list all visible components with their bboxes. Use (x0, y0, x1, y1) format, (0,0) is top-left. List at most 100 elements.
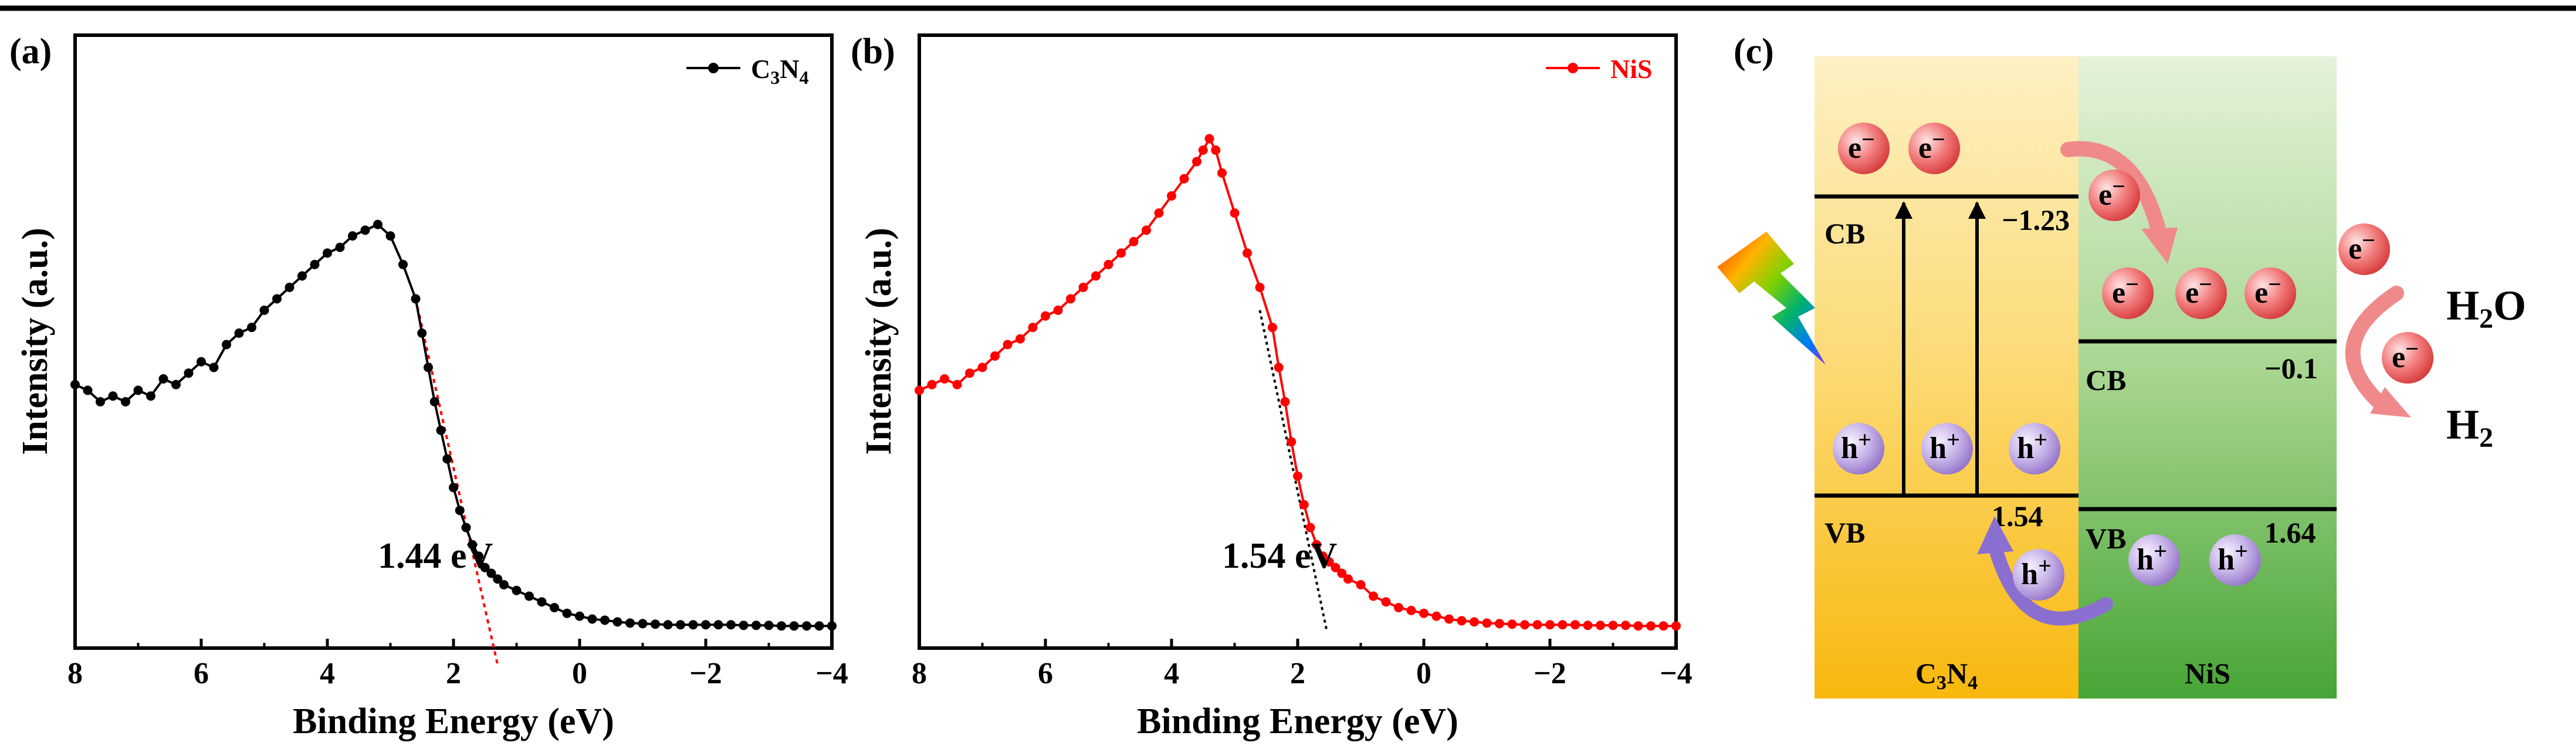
chart-a-data-point (688, 620, 698, 630)
chart-b-data-point (1419, 608, 1429, 618)
hole-ball (2009, 423, 2060, 474)
chart-b-data-point (990, 351, 1000, 361)
chart-a-data-point (360, 225, 370, 235)
chart-a-data-point (171, 379, 181, 389)
chart-a-data-point (209, 362, 219, 372)
chart-a-data-point (285, 283, 295, 292)
chart-a-data-point (493, 574, 503, 584)
electron-label: e− (2392, 335, 2419, 374)
chart-b-data-point (1129, 237, 1139, 246)
chart-a-data-point (310, 260, 320, 269)
chart-a-data-point (184, 368, 194, 378)
chart-a-data-point (625, 618, 635, 628)
nis-vb-value: 1.64 (2264, 516, 2316, 549)
electron: e− (2382, 332, 2433, 384)
chart-a-data-point (234, 328, 244, 338)
panel-label-a: (a) (9, 32, 52, 72)
chart-b-xtick-label: 8 (912, 657, 927, 690)
hole-ball (2128, 534, 2180, 586)
chart-a-data-point (739, 621, 749, 630)
chart-a-data-point (146, 391, 155, 401)
hole: h+ (2013, 549, 2064, 601)
electron-ball (2338, 223, 2390, 275)
chart-a-legend-label: C3N4 (751, 54, 808, 88)
chart-a-data-point (461, 523, 471, 533)
chart-a-data-point (197, 357, 206, 367)
h2-label: H2 (2446, 401, 2493, 453)
chart-b-data-point (1293, 471, 1302, 481)
chart-a-xtick-label: 4 (320, 657, 335, 690)
chart-b-xtick-label: −4 (1660, 657, 1692, 690)
chart-a-data-point (512, 585, 522, 595)
chart-b-data-point (1204, 134, 1214, 144)
chart-b-data-point (1167, 191, 1176, 201)
chart-b-data-point (1255, 283, 1265, 292)
electron-label: e− (2185, 271, 2212, 310)
chart-b-annotation: 1.54 eV (1222, 536, 1338, 576)
chart-b-data-point (1520, 620, 1529, 630)
chart-a-data-point (651, 619, 660, 629)
chart-b-data-point (1198, 145, 1208, 155)
chart-a-data-point (789, 621, 799, 631)
chart-b-data-point (1066, 294, 1075, 304)
hole: h+ (2128, 534, 2180, 586)
chart-a-data-point (752, 621, 761, 630)
chart-a-data-point (424, 362, 433, 372)
chart-a-data-point (827, 621, 837, 631)
chart-b-data-point (1103, 260, 1113, 269)
chart-a-data-point (480, 562, 490, 572)
electron-label: e− (1848, 126, 1875, 165)
electron: e− (2175, 267, 2227, 319)
chart-b-data-point (1608, 621, 1618, 630)
electron-transfer-arrow (2060, 141, 2167, 239)
chart-b-xtick-label: −2 (1534, 657, 1566, 690)
hole-ball (1921, 423, 1973, 474)
chart-b-data-point (940, 374, 949, 384)
chart-b-data-point (1078, 283, 1088, 292)
chart-a-data-point (436, 425, 446, 435)
chart-a-data-point (468, 540, 478, 550)
chart-a-data-point (297, 271, 307, 281)
chart-b-data-point (1545, 620, 1555, 630)
chart-b-data-point (1558, 620, 1568, 630)
chart-b-data-point (1343, 574, 1353, 584)
chart-a-data-point (442, 454, 452, 464)
chart-b-data-point (1583, 621, 1593, 630)
chart-b-ylabel: Intensity (a.u.) (859, 228, 899, 455)
chart-a-data-point (537, 597, 547, 607)
chart-b-data-point (1041, 311, 1050, 321)
electron-ball (2245, 267, 2296, 319)
chart-b-data-point (965, 368, 974, 378)
chart-b-data-point (1015, 334, 1025, 344)
chart-a-data-point (247, 323, 256, 333)
chart-a-data-point (398, 260, 408, 269)
chart-b-data-point (1116, 248, 1126, 258)
chart-a-xtick-label: 0 (572, 657, 587, 690)
chart-a-data-point (373, 219, 382, 229)
chart-a-data-point (417, 328, 427, 338)
chart-b-xtick-label: 6 (1038, 657, 1053, 690)
chart-b-data-point (1053, 306, 1063, 315)
chart-b-data-point (1369, 591, 1378, 601)
c3n4-cb-value: −1.23 (2002, 204, 2070, 236)
chart-b-data-point (1495, 619, 1504, 629)
electron-label: e− (2348, 227, 2375, 266)
chart-a-data-point (449, 483, 458, 493)
hole: h+ (2209, 534, 2261, 586)
hole-transfer-arrowhead (1977, 516, 2013, 554)
reaction-arrowhead (2370, 387, 2411, 418)
chart-b-fit-line (1258, 310, 1328, 631)
chart-b-data-point (1658, 621, 1668, 631)
chart-a-xtick-label: 8 (67, 657, 83, 690)
chart-b-xtick-label: 0 (1416, 657, 1431, 690)
chart-b-legend: NiS (1546, 54, 1653, 84)
chart-b-data-point (1274, 362, 1284, 372)
chart-b-data-point (1337, 568, 1347, 578)
chart-a-data-point (272, 294, 282, 304)
electron: e− (2102, 267, 2154, 319)
reaction-arrow (2345, 286, 2404, 412)
chart-a-data-point (676, 620, 685, 630)
chart-a-points (70, 219, 837, 631)
chart-a-data-point (96, 397, 105, 406)
chart-a-data-point (777, 621, 786, 631)
